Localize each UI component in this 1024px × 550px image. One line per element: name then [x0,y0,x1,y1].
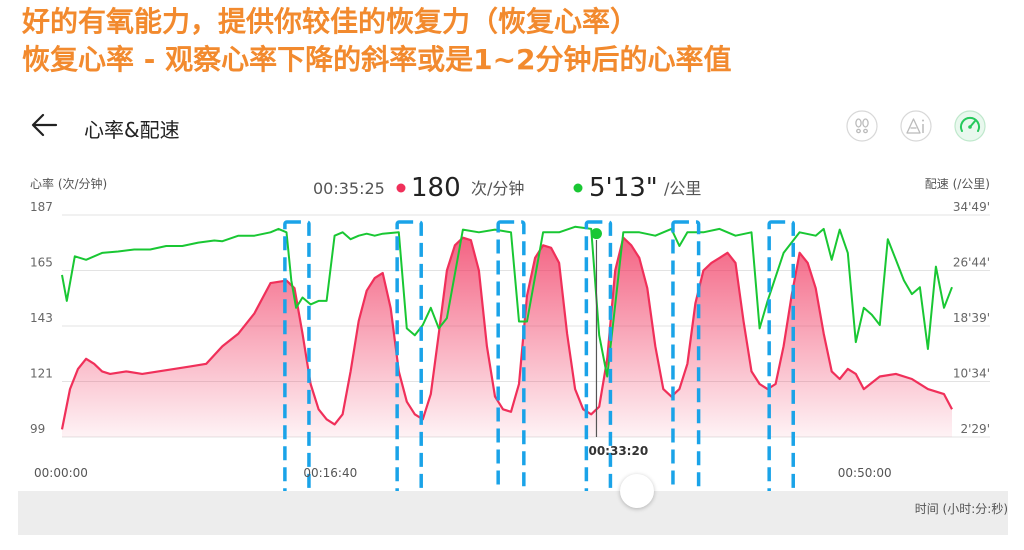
recovery-highlight-box [496,220,526,500]
hr-axis-label: 心率 (次/分钟) [30,176,107,191]
headline-line-2: 恢复心率 - 观察心率下降的斜率或是1~2分钟后的心率值 [22,43,732,76]
x-tick-label: 00:16:40 [303,466,357,480]
ai-icon[interactable] [900,110,932,142]
hr-tick-label: 99 [30,422,45,436]
hr-legend-dot [396,183,406,193]
footprints-icon[interactable] [846,110,878,142]
readout-time: 00:35:25 [313,179,385,198]
page-title: 心率&配速 [84,118,180,142]
heart-rate-pace-chart[interactable]: 心率 (次/分钟) 配速 (/公里) 00:35:25 180 次/分钟 5'1… [0,170,1024,500]
pace-tick-label: 34'49' [953,200,990,214]
pace-tick-label: 18'39' [953,311,990,325]
readout-pace-unit: /公里 [664,179,701,198]
cursor-pace-dot [590,228,602,240]
hr-area-fill [62,237,952,437]
pace-series-line [61,225,953,378]
x-tick-label: 00:00:00 [34,466,88,480]
pace-tick-label: 2'29' [960,422,990,436]
back-arrow-icon[interactable] [28,110,60,140]
hr-tick-label: 165 [30,256,53,270]
scrubber-knob[interactable] [620,474,654,508]
pace-tick-label: 10'34' [953,367,990,381]
cursor-time-label: 00:33:20 [588,444,648,458]
headline-line-1: 好的有氧能力，提供你较佳的恢复力（恢复心率） [22,5,639,38]
x-tick-label: 00:50:00 [838,466,892,480]
pace-tick-label: 26'44' [953,256,990,270]
speedometer-icon[interactable] [954,110,986,142]
hr-tick-label: 187 [30,200,53,214]
readout-pace-value: 5'13" [589,173,658,203]
chart-toolbar: 心率&配速 [28,108,998,144]
readout-hr-value: 180 [411,173,461,203]
timeline-scrubber[interactable] [18,491,1008,535]
pace-legend-dot [573,183,583,193]
hr-series-line [60,236,953,430]
readout-hr-unit: 次/分钟 [471,179,524,198]
time-axis-label: 时间 (小时:分:秒) [914,502,1008,516]
hr-tick-label: 121 [30,367,53,381]
pace-axis-label: 配速 (/公里) [925,177,990,191]
hr-tick-label: 143 [30,311,53,325]
recovery-highlight-box [671,220,701,500]
